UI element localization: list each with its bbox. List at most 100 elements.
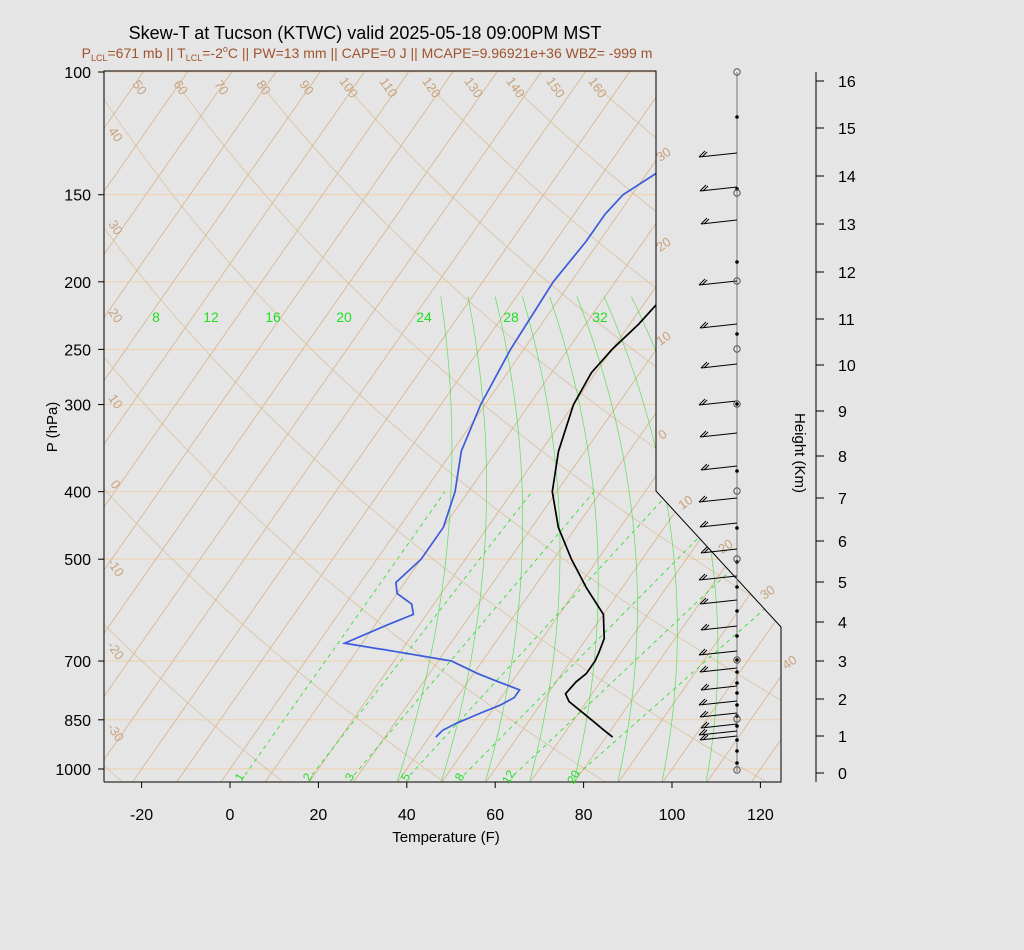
- dry-adiabat: [262, 86, 781, 782]
- wind-barb-flag: [701, 279, 708, 286]
- moist-adiabat: [549, 296, 599, 782]
- dry-adiabat: [104, 86, 125, 782]
- dry-adiabat: [178, 86, 781, 782]
- wind-barb-staff: [698, 650, 738, 656]
- isotherm-line: [574, 71, 781, 782]
- height-tick-label: 4: [838, 615, 847, 632]
- chart-title: Skew-T at Tucson (KTWC) valid 2025-05-18…: [129, 23, 602, 43]
- pressure-tick-label: 400: [64, 485, 91, 502]
- isotherm-line: [353, 71, 781, 782]
- x-axis-label: Temperature (F): [392, 829, 500, 846]
- wind-barb-flag: [699, 430, 707, 438]
- wind-barb-flag: [703, 362, 710, 369]
- wind-barb-staff: [700, 685, 738, 691]
- isotherm-line: [840, 71, 1024, 782]
- height-tick-label: 8: [838, 449, 847, 466]
- wind-barb: [700, 217, 738, 225]
- wind-barb-flag: [698, 150, 706, 158]
- height-tick-label: 1: [838, 729, 847, 746]
- wind-barb-flag: [702, 322, 709, 329]
- isotherm-label: 110: [377, 75, 401, 101]
- isotherm-line: [176, 71, 675, 782]
- wind-barb-flag: [701, 574, 708, 581]
- wind-barb-staff: [700, 219, 738, 225]
- isotherm-line: [0, 71, 11, 782]
- wind-barb: [699, 710, 738, 718]
- wind-level-marker: [733, 189, 741, 197]
- wind-barb-staff: [698, 700, 738, 706]
- isotherm-line: [264, 71, 764, 782]
- isotherm-label: 70: [211, 77, 232, 97]
- wind-barb: [699, 665, 738, 673]
- pressure-tick-label: 300: [64, 398, 91, 415]
- isotherm-line: [1017, 71, 1024, 782]
- pressure-tick-label: 250: [64, 342, 91, 359]
- temperature-tick-label: 100: [659, 807, 686, 824]
- wind-barb-flag: [700, 217, 708, 225]
- wind-barb-flag: [701, 399, 708, 406]
- isotherm-label: 50: [129, 77, 150, 97]
- pressure-tick-label: 200: [64, 275, 91, 292]
- height-tick-label: 3: [838, 654, 847, 671]
- isotherm-line: [397, 71, 781, 782]
- mixing-ratio-label: 20: [336, 309, 352, 325]
- wind-barb: [700, 721, 738, 729]
- wind-level-dot: [735, 402, 739, 406]
- dry-adiabat: [104, 86, 448, 782]
- wind-barb-flag: [702, 711, 709, 718]
- mixing-ratio-label: 1: [232, 770, 248, 783]
- wind-barb-flag: [702, 185, 709, 192]
- wind-barb-flag: [703, 684, 710, 691]
- isotherm-label: -30: [104, 720, 127, 744]
- wind-barb-flag: [703, 722, 710, 729]
- height-tick-label: 11: [838, 312, 855, 329]
- wind-level-marker: [733, 555, 741, 563]
- isotherm-line: [104, 71, 277, 782]
- isotherm-label: 30: [105, 217, 126, 237]
- height-tick-label: 14: [838, 169, 856, 186]
- wind-barb: [700, 623, 738, 631]
- wind-barb-staff: [699, 599, 738, 605]
- wind-profile: [698, 68, 741, 774]
- height-axis-label: Height (Km): [791, 413, 808, 493]
- wind-barb-flag: [700, 623, 708, 631]
- isotherm-label: 40: [105, 124, 126, 144]
- dry-adiabat: [104, 86, 286, 782]
- pressure-tick-label: 850: [64, 713, 91, 730]
- height-tick-label: 12: [838, 265, 856, 282]
- wind-barb-flag: [702, 598, 709, 605]
- wind-level-marker: [733, 345, 741, 353]
- wind-barb-flag: [700, 463, 708, 471]
- isotherm-label: 120: [419, 74, 444, 100]
- wind-barb-flag: [698, 398, 706, 406]
- moist-adiabat: [631, 296, 719, 782]
- height-tick-label: 5: [838, 575, 847, 592]
- dry-adiabat: [345, 86, 781, 782]
- wind-level-marker: [733, 68, 741, 76]
- wind-level-marker: [733, 277, 741, 285]
- wind-barb: [700, 546, 738, 554]
- wind-level-marker: [733, 766, 741, 774]
- wind-level-dot: [735, 585, 739, 589]
- isotherm-line: [529, 71, 781, 782]
- wind-barb: [698, 648, 738, 656]
- isotherm-label: 0: [107, 477, 123, 492]
- wind-barb: [698, 573, 738, 581]
- isotherm-label: 160: [585, 74, 610, 100]
- wind-barb-flag: [699, 520, 707, 528]
- wind-level-dot: [735, 738, 739, 742]
- wind-barb-flag: [698, 728, 706, 736]
- wind-barb-staff: [700, 363, 738, 369]
- wind-barb-flag: [701, 151, 708, 158]
- wind-barb-staff: [700, 625, 738, 631]
- wind-barb-staff: [698, 280, 738, 286]
- wind-barb-flag: [701, 729, 708, 736]
- wind-barb-flag: [698, 278, 706, 286]
- isotherm-line: [104, 71, 145, 782]
- moist-adiabat: [576, 296, 638, 782]
- isotherm-label: 10: [675, 492, 695, 513]
- mixing-ratio-label: 8: [452, 770, 468, 783]
- mixing-ratio-line: [513, 491, 781, 776]
